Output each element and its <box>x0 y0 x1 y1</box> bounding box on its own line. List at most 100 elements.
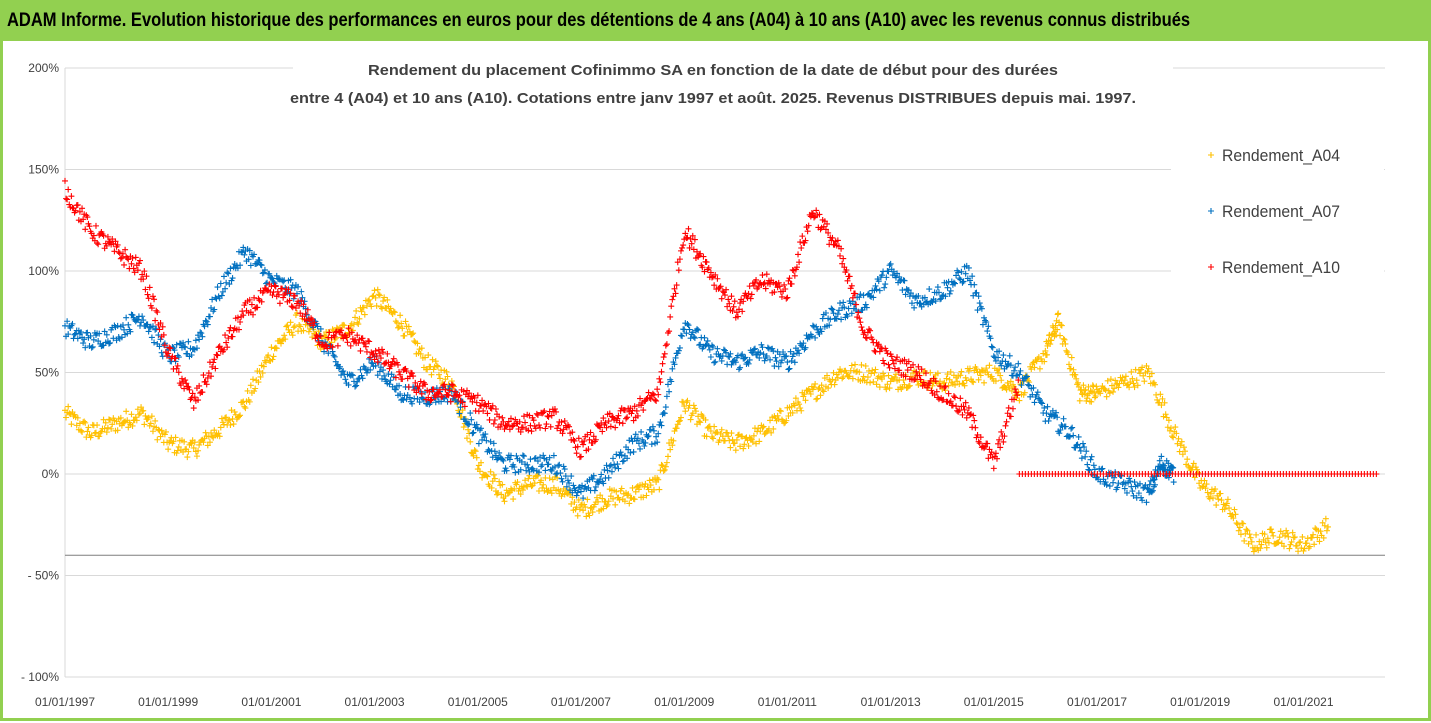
data-point <box>917 376 924 383</box>
data-point <box>289 304 296 311</box>
data-point <box>749 350 756 357</box>
data-point <box>786 365 793 372</box>
data-point <box>775 363 782 370</box>
data-point <box>984 440 991 447</box>
data-point <box>719 288 726 295</box>
data-point <box>538 463 545 470</box>
data-point <box>65 403 72 410</box>
data-point <box>422 381 429 388</box>
data-point <box>985 455 992 462</box>
data-point <box>577 453 584 460</box>
data-point <box>655 391 662 398</box>
data-point <box>913 368 920 375</box>
data-point <box>804 228 811 235</box>
data-point <box>196 336 203 343</box>
data-point <box>127 328 134 335</box>
data-point <box>739 433 746 440</box>
data-point <box>739 351 746 358</box>
data-point <box>849 294 856 301</box>
data-point <box>616 496 623 503</box>
data-point <box>862 334 869 341</box>
data-point <box>259 270 266 277</box>
data-point <box>981 445 988 452</box>
data-point <box>885 372 892 379</box>
data-point <box>253 260 260 267</box>
data-point <box>270 353 277 360</box>
data-point <box>165 350 172 357</box>
data-point <box>354 332 361 339</box>
data-point <box>761 279 768 286</box>
data-point <box>251 294 258 301</box>
data-point <box>621 407 628 414</box>
data-point <box>825 229 832 236</box>
data-point <box>405 323 412 330</box>
data-point <box>904 367 911 374</box>
data-point <box>134 406 141 413</box>
data-point <box>1056 430 1063 437</box>
data-point <box>372 362 379 369</box>
legend-label: Rendement_A10 <box>1222 258 1340 277</box>
data-point <box>72 207 79 214</box>
series-rendement-a10 <box>62 177 1380 477</box>
data-point <box>558 419 565 426</box>
data-point <box>512 416 519 423</box>
data-point <box>392 374 399 381</box>
data-point <box>1190 460 1197 467</box>
data-point <box>182 377 189 384</box>
data-point <box>737 364 744 371</box>
data-point <box>1239 520 1246 527</box>
data-point <box>506 456 513 463</box>
data-point <box>1057 332 1064 339</box>
data-point <box>155 426 162 433</box>
data-point <box>461 403 468 410</box>
data-point <box>204 321 211 328</box>
data-point <box>658 368 665 375</box>
data-point <box>73 422 80 429</box>
data-point <box>671 361 678 368</box>
data-point <box>811 384 818 391</box>
data-point <box>694 248 701 255</box>
data-point <box>487 438 494 445</box>
data-point <box>797 404 804 411</box>
data-point <box>245 256 252 263</box>
data-point <box>1039 400 1046 407</box>
data-point <box>425 394 432 401</box>
data-point <box>807 390 814 397</box>
data-point <box>1173 430 1180 437</box>
data-point <box>589 509 596 516</box>
data-point <box>1065 351 1072 358</box>
data-point <box>96 232 103 239</box>
data-point <box>1062 340 1069 347</box>
data-point <box>770 425 777 432</box>
data-point <box>129 422 136 429</box>
data-point <box>1188 466 1195 473</box>
data-point <box>647 426 654 433</box>
data-point <box>496 413 503 420</box>
data-point <box>381 372 388 379</box>
data-point <box>105 340 112 347</box>
data-point <box>776 351 783 358</box>
data-point <box>132 414 139 421</box>
data-point <box>202 429 209 436</box>
data-point <box>727 444 734 451</box>
data-point <box>745 442 752 449</box>
data-point <box>932 378 939 385</box>
data-point <box>1234 521 1241 528</box>
data-point <box>1139 497 1146 504</box>
data-point <box>288 303 295 310</box>
data-point <box>755 284 762 291</box>
data-point <box>738 352 745 359</box>
data-point <box>1016 397 1023 404</box>
data-point <box>733 309 740 316</box>
data-point <box>687 416 694 423</box>
data-point <box>148 413 155 420</box>
data-point <box>707 269 714 276</box>
data-point <box>434 363 441 370</box>
data-point <box>908 300 915 307</box>
data-point <box>1048 337 1055 344</box>
data-point <box>447 398 454 405</box>
data-point <box>488 484 495 491</box>
data-point <box>380 298 387 305</box>
data-point <box>265 352 272 359</box>
data-point <box>156 326 163 333</box>
